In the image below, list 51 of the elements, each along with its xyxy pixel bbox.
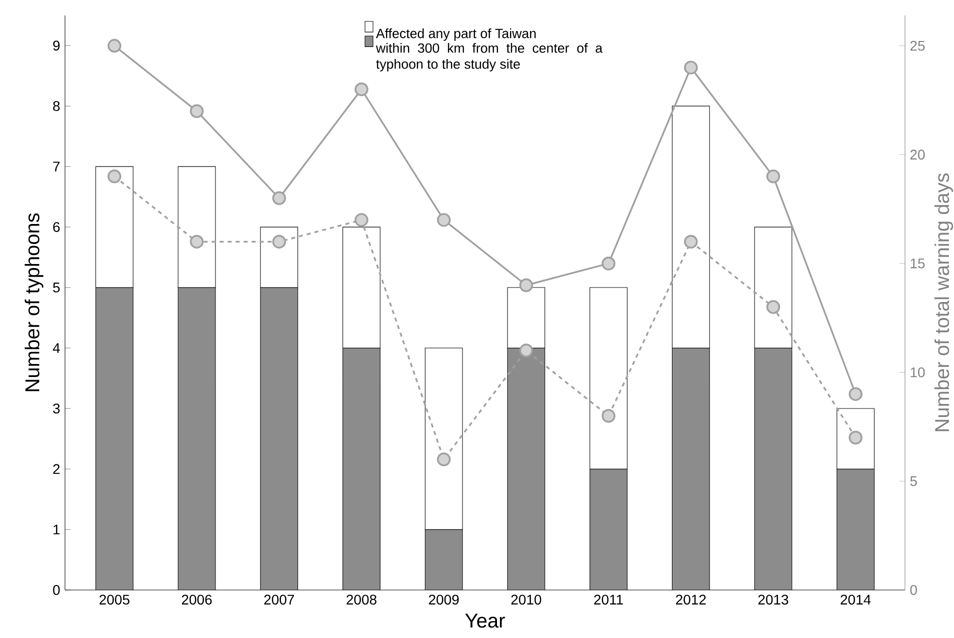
x-tick-label: 2011: [594, 594, 623, 605]
point: [684, 60, 698, 74]
point: [602, 408, 616, 423]
y2-tick-label: 0: [910, 585, 917, 595]
x-axis-title: Year: [465, 614, 505, 628]
y-tick-label: 3: [53, 404, 60, 414]
point: [519, 278, 534, 292]
point: [848, 430, 862, 444]
y2-tick-label: 25: [910, 40, 925, 51]
point: [108, 38, 122, 53]
x-tick-label: 2009: [428, 594, 459, 605]
point: [602, 256, 616, 270]
point: [519, 344, 534, 358]
y-tick-label: 5: [53, 282, 60, 292]
x-tick-label: 2012: [676, 594, 706, 605]
point: [272, 234, 286, 249]
y-tick-label: 0: [53, 585, 60, 595]
point: [190, 234, 204, 249]
y-tick-label: 1: [54, 524, 60, 534]
point: [108, 170, 122, 184]
point: [190, 104, 204, 118]
y2-axis-title: Number of total warning days: [934, 173, 954, 432]
point: [684, 234, 698, 249]
x-tick-label: 2014: [840, 594, 871, 605]
point: [354, 82, 368, 96]
legend-label: within 300 km from the center of a typhoon to the study site: [376, 43, 603, 72]
y2-tick-label: 10: [910, 367, 925, 378]
point: [766, 300, 780, 314]
y-axis-title: Number of typhoons: [24, 213, 44, 392]
point: [436, 452, 451, 466]
x-tick-label: 2005: [100, 594, 130, 605]
x-tick-label: 2006: [182, 594, 212, 605]
y-tick-label: 9: [53, 40, 60, 51]
x-tick-label: 2013: [758, 594, 788, 605]
x-tick-label: 2008: [346, 594, 376, 605]
point: [436, 213, 451, 227]
point: [848, 387, 862, 401]
x-tick-label: 2007: [264, 594, 294, 605]
y-tick-label: 8: [53, 101, 60, 112]
y2-tick-label: 5: [910, 476, 917, 486]
legend-label: Affected any part of Taiwan: [376, 28, 536, 41]
y2-tick-label: 15: [910, 258, 925, 268]
y-tick-label: 4: [52, 343, 60, 353]
y-tick-label: 6: [53, 222, 60, 232]
y2-tick-label: 20: [910, 150, 925, 160]
x-tick-label: 2010: [511, 594, 542, 605]
point: [766, 170, 780, 184]
y-tick-label: 7: [53, 162, 60, 172]
point: [272, 191, 286, 206]
point: [354, 213, 368, 227]
y-tick-label: 2: [53, 464, 60, 474]
